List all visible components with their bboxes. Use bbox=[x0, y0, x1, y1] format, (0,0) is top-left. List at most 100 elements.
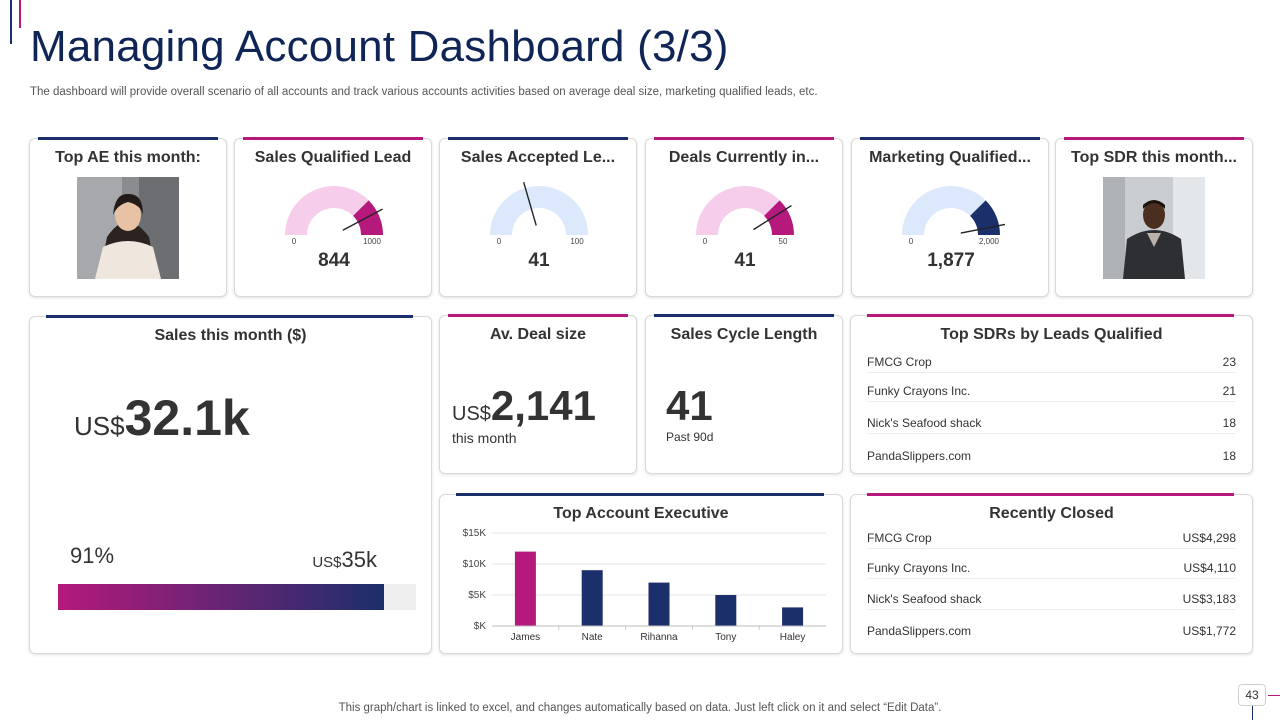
x-tick-label: Nate bbox=[582, 632, 604, 643]
deals-currently-card: Deals Currently in... 0 50 41 bbox=[645, 137, 843, 297]
top-ae-title: Top AE this month: bbox=[55, 149, 201, 166]
target-amount: 35k bbox=[341, 547, 377, 572]
gauge-max-label: 50 bbox=[779, 237, 788, 246]
bar-haley bbox=[782, 607, 804, 626]
gauge-value-arc bbox=[558, 200, 588, 235]
gauge-needle bbox=[342, 208, 383, 231]
gauge-needle bbox=[522, 181, 537, 226]
gauge-value: 41 bbox=[528, 250, 550, 271]
y-tick-label: $5K bbox=[468, 590, 486, 601]
target-currency: US$ bbox=[312, 554, 342, 571]
sales-cycle-value: 41 bbox=[666, 382, 713, 429]
list-item-value: US$1,772 bbox=[1182, 624, 1236, 638]
footer-note: This graph/chart is linked to excel, and… bbox=[338, 702, 942, 714]
sales-percent-label: 91% bbox=[70, 543, 115, 568]
sales-target-label: US$35k bbox=[312, 547, 377, 573]
sales-cycle-sub: Past 90d bbox=[666, 430, 714, 444]
marketing-qualified-title: Marketing Qualified... bbox=[869, 149, 1031, 166]
top-ae-photo bbox=[77, 177, 179, 279]
top-account-executive-title: Top Account Executive bbox=[553, 505, 729, 522]
sales-amount: 32.1k bbox=[124, 390, 250, 446]
deals-currently-gauge: 0 50 41 bbox=[696, 186, 794, 271]
list-item-name: PandaSlippers.com bbox=[867, 449, 972, 463]
list-item: FMCG Crop US$4,298 bbox=[867, 527, 1236, 549]
sales-this-month-value: US$32.1k bbox=[74, 389, 250, 447]
list-item-value: 23 bbox=[1222, 354, 1236, 369]
gauge-min-label: 0 bbox=[703, 237, 708, 246]
sales-cycle-card: Sales Cycle Length 41 Past 90d bbox=[645, 314, 843, 474]
marketing-qualified-card: Marketing Qualified... 0 2,000 1,877 bbox=[851, 137, 1049, 297]
list-item-name: FMCG Crop bbox=[867, 530, 932, 545]
gauge-value: 1,877 bbox=[927, 250, 975, 271]
list-item: PandaSlippers.com 18 bbox=[867, 445, 1236, 467]
avg-deal-size-sub: this month bbox=[452, 430, 517, 446]
list-item-value: 21 bbox=[1222, 383, 1236, 398]
sales-qualified-lead-card: Sales Qualified Lead 0 1000 844 bbox=[234, 137, 432, 297]
gauge-min-label: 0 bbox=[909, 237, 914, 246]
list-item-name: Funky Crayons Inc. bbox=[867, 560, 971, 575]
gauge-value: 844 bbox=[318, 250, 350, 271]
y-tick-label: $K bbox=[474, 621, 487, 632]
list-item: Funky Crayons Inc. 21 bbox=[867, 380, 1236, 402]
gauge-value-arc bbox=[353, 200, 383, 235]
marketing-qualified-gauge: 0 2,000 1,877 bbox=[902, 186, 1006, 271]
x-tick-label: Rihanna bbox=[640, 632, 678, 643]
avg-deal-size-value: US$2,141 bbox=[452, 382, 596, 430]
sales-progress-fill bbox=[58, 584, 384, 610]
recently-closed-card: Recently Closed FMCG Crop US$4,298 Funky … bbox=[850, 493, 1253, 654]
page-subtitle: The dashboard will provide overall scena… bbox=[30, 86, 818, 98]
sales-this-month-card: Sales this month ($) US$32.1k 91% US$35k bbox=[29, 315, 432, 654]
list-item-name: PandaSlippers.com bbox=[867, 624, 972, 638]
top-account-executive-card: Top Account Executive $K $5K $10K $15K James… bbox=[439, 493, 843, 654]
top-sdrs-card: Top SDRs by Leads Qualified FMCG Crop 23 … bbox=[850, 314, 1253, 474]
page-number: 43 bbox=[1238, 684, 1266, 706]
bar-tony bbox=[715, 595, 737, 626]
list-item-value: US$4,298 bbox=[1182, 530, 1236, 545]
gauge-needle bbox=[753, 204, 792, 231]
page-title: Managing Account Dashboard (3/3) bbox=[30, 22, 729, 71]
y-tick-label: $15K bbox=[463, 528, 487, 539]
top-sdrs-title: Top SDRs by Leads Qualified bbox=[940, 326, 1163, 343]
list-item-name: Nick's Seafood shack bbox=[867, 591, 982, 606]
list-item: Funky Crayons Inc. US$4,110 bbox=[867, 557, 1236, 579]
avg-deal-size-title: Av. Deal size bbox=[489, 326, 587, 343]
avg-deal-size-card: Av. Deal size US$2,141 this month bbox=[439, 314, 637, 474]
x-tick-label: James bbox=[511, 632, 540, 643]
gauge-value: 41 bbox=[734, 250, 756, 271]
sales-qualified-lead-title: Sales Qualified Lead bbox=[254, 149, 412, 166]
top-sdr-title: Top SDR this month... bbox=[1071, 149, 1237, 166]
sales-currency: US$ bbox=[74, 411, 125, 441]
gauge-max-label: 100 bbox=[570, 237, 584, 246]
top-sdr-photo bbox=[1103, 177, 1205, 279]
top-ae-card: Top AE this month: bbox=[29, 137, 227, 297]
sales-accepted-lead-card: Sales Accepted Le... 0 100 41 bbox=[439, 137, 637, 297]
deals-currently-title: Deals Currently in... bbox=[668, 149, 820, 166]
sales-this-month-title: Sales this month ($) bbox=[154, 327, 307, 344]
list-item-value: US$4,110 bbox=[1183, 560, 1236, 575]
bar-nate bbox=[581, 570, 603, 626]
list-item-name: FMCG Crop bbox=[867, 354, 932, 369]
list-item-value: 18 bbox=[1222, 415, 1236, 430]
recently-closed-title: Recently Closed bbox=[989, 505, 1114, 522]
list-item: PandaSlippers.com US$1,772 bbox=[867, 620, 1236, 642]
deal-amount: 2,141 bbox=[490, 382, 597, 429]
sales-cycle-title: Sales Cycle Length bbox=[670, 326, 818, 343]
top-sdr-card: Top SDR this month... bbox=[1055, 137, 1253, 297]
gauge-min-label: 0 bbox=[497, 237, 502, 246]
list-item: FMCG Crop 23 bbox=[867, 351, 1236, 373]
list-item-value: 18 bbox=[1222, 449, 1236, 463]
bar-rihanna bbox=[648, 582, 670, 626]
gauge-needle bbox=[960, 223, 1006, 234]
list-item-value: US$3,183 bbox=[1182, 591, 1236, 606]
x-tick-label: Haley bbox=[780, 632, 806, 643]
gauge-max-label: 1000 bbox=[363, 237, 381, 246]
list-item-name: Funky Crayons Inc. bbox=[867, 383, 971, 398]
x-tick-label: Tony bbox=[715, 632, 736, 643]
sales-accepted-lead-title: Sales Accepted Le... bbox=[460, 149, 616, 166]
sales-accepted-lead-gauge: 0 100 41 bbox=[490, 181, 588, 271]
list-item: Nick's Seafood shack 18 bbox=[867, 412, 1236, 434]
page-number-accent bbox=[1268, 695, 1280, 696]
deal-currency: US$ bbox=[452, 403, 491, 425]
sales-progress-bar bbox=[58, 584, 416, 610]
gauge-max-label: 2,000 bbox=[979, 237, 1000, 246]
